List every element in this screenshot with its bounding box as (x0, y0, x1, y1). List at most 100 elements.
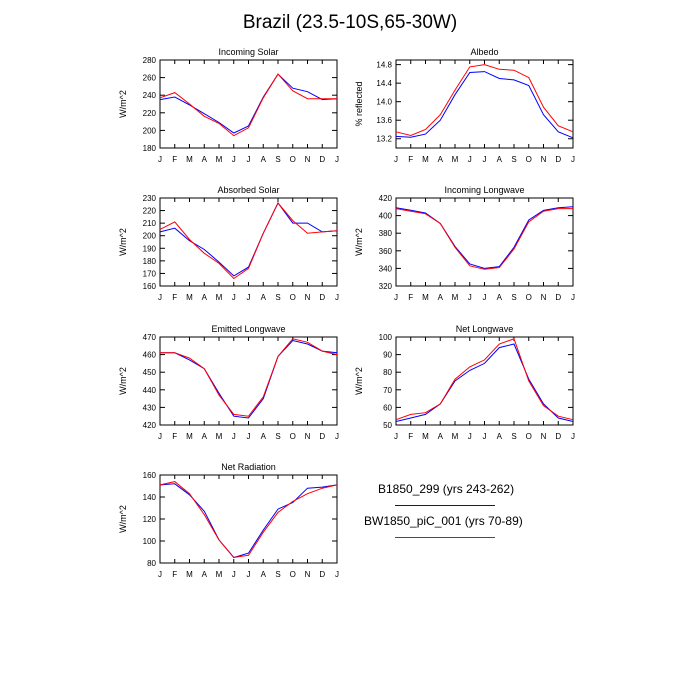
x-tick-label: A (497, 155, 503, 164)
y-tick-label: 14.8 (376, 61, 392, 70)
x-tick-label: A (438, 432, 444, 441)
figure-title: Brazil (23.5-10S,65-30W) (242, 12, 458, 33)
y-axis-label: W/m^2 (118, 90, 128, 118)
x-tick-label: A (438, 293, 444, 302)
chart-title: Incoming Solar (218, 47, 278, 57)
y-tick-label: 160 (143, 282, 157, 291)
x-tick-label: M (452, 432, 459, 441)
x-tick-label: O (290, 570, 296, 579)
y-axis-label: % reflected (354, 81, 364, 126)
y-tick-label: 80 (383, 368, 392, 377)
plot-frame (159, 197, 338, 287)
x-tick-label: M (186, 432, 193, 441)
y-axis-label: W/m^2 (118, 228, 128, 256)
y-tick-label: 80 (147, 559, 156, 568)
x-tick-label: J (232, 155, 236, 164)
y-tick-label: 100 (143, 537, 157, 546)
x-tick-label: A (438, 155, 444, 164)
x-tick-label: J (483, 432, 487, 441)
plot-frame (159, 59, 338, 149)
y-tick-label: 450 (143, 368, 157, 377)
x-tick-label: M (216, 293, 223, 302)
y-tick-label: 200 (143, 126, 157, 135)
x-tick-label: J (483, 155, 487, 164)
y-tick-label: 14.0 (376, 98, 392, 107)
y-tick-label: 260 (143, 74, 157, 83)
chart-title: Absorbed Solar (217, 185, 279, 195)
series-line-b1850 (159, 483, 338, 559)
x-tick-label: A (202, 570, 208, 579)
x-tick-label: J (247, 293, 251, 302)
y-tick-label: 420 (143, 421, 157, 430)
x-tick-label: J (335, 432, 339, 441)
x-tick-label: S (511, 293, 516, 302)
x-tick-label: J (335, 155, 339, 164)
x-tick-label: A (261, 293, 267, 302)
chart-title: Albedo (470, 47, 498, 57)
series-line-bw1850 (395, 208, 573, 270)
y-tick-label: 180 (143, 144, 157, 153)
y-tick-label: 440 (143, 386, 157, 395)
x-tick-label: J (232, 432, 236, 441)
x-tick-label: S (511, 432, 516, 441)
x-tick-label: J (158, 432, 162, 441)
x-tick-label: J (468, 155, 472, 164)
x-tick-label: A (202, 155, 208, 164)
y-tick-label: 90 (383, 351, 392, 360)
x-tick-label: A (261, 155, 267, 164)
x-tick-label: N (541, 432, 547, 441)
x-tick-label: J (158, 293, 162, 302)
x-tick-label: M (216, 155, 223, 164)
x-tick-label: J (247, 432, 251, 441)
y-tick-label: 160 (143, 471, 157, 480)
x-tick-label: J (394, 155, 398, 164)
legend-label-b1850: B1850_299 (yrs 243-262) (378, 482, 515, 496)
series-line-b1850 (395, 343, 574, 422)
y-tick-label: 420 (379, 194, 393, 203)
x-tick-label: O (290, 432, 296, 441)
x-tick-label: D (555, 432, 561, 441)
x-tick-label: J (394, 432, 398, 441)
x-tick-label: D (319, 155, 325, 164)
x-tick-label: J (247, 155, 251, 164)
x-tick-label: J (468, 293, 472, 302)
x-tick-label: A (497, 432, 503, 441)
y-tick-label: 210 (143, 219, 157, 228)
chart-title: Net Radiation (221, 462, 276, 472)
x-tick-label: N (305, 293, 311, 302)
y-axis-label: W/m^2 (118, 367, 128, 395)
x-tick-label: S (275, 293, 280, 302)
y-tick-label: 170 (143, 269, 157, 278)
x-tick-label: J (571, 155, 575, 164)
x-tick-label: M (216, 432, 223, 441)
x-tick-label: F (408, 432, 413, 441)
x-tick-label: D (319, 432, 325, 441)
x-tick-label: D (555, 293, 561, 302)
chart-title: Net Longwave (456, 324, 514, 334)
x-tick-label: J (571, 432, 575, 441)
x-tick-label: O (526, 432, 532, 441)
y-tick-label: 230 (143, 194, 157, 203)
y-tick-label: 120 (143, 515, 157, 524)
x-tick-label: D (319, 570, 325, 579)
y-axis-label: W/m^2 (354, 228, 364, 256)
x-tick-label: J (232, 293, 236, 302)
x-tick-label: A (202, 293, 208, 302)
x-tick-label: J (158, 155, 162, 164)
x-tick-label: M (422, 432, 429, 441)
chart-title: Emitted Longwave (211, 324, 285, 334)
y-tick-label: 380 (379, 229, 393, 238)
y-tick-label: 280 (143, 56, 157, 65)
series-line-bw1850 (159, 481, 338, 559)
x-tick-label: J (247, 570, 251, 579)
x-tick-label: J (335, 293, 339, 302)
y-tick-label: 200 (143, 232, 157, 241)
x-tick-label: N (305, 432, 311, 441)
x-tick-label: D (319, 293, 325, 302)
y-tick-label: 220 (143, 109, 157, 118)
